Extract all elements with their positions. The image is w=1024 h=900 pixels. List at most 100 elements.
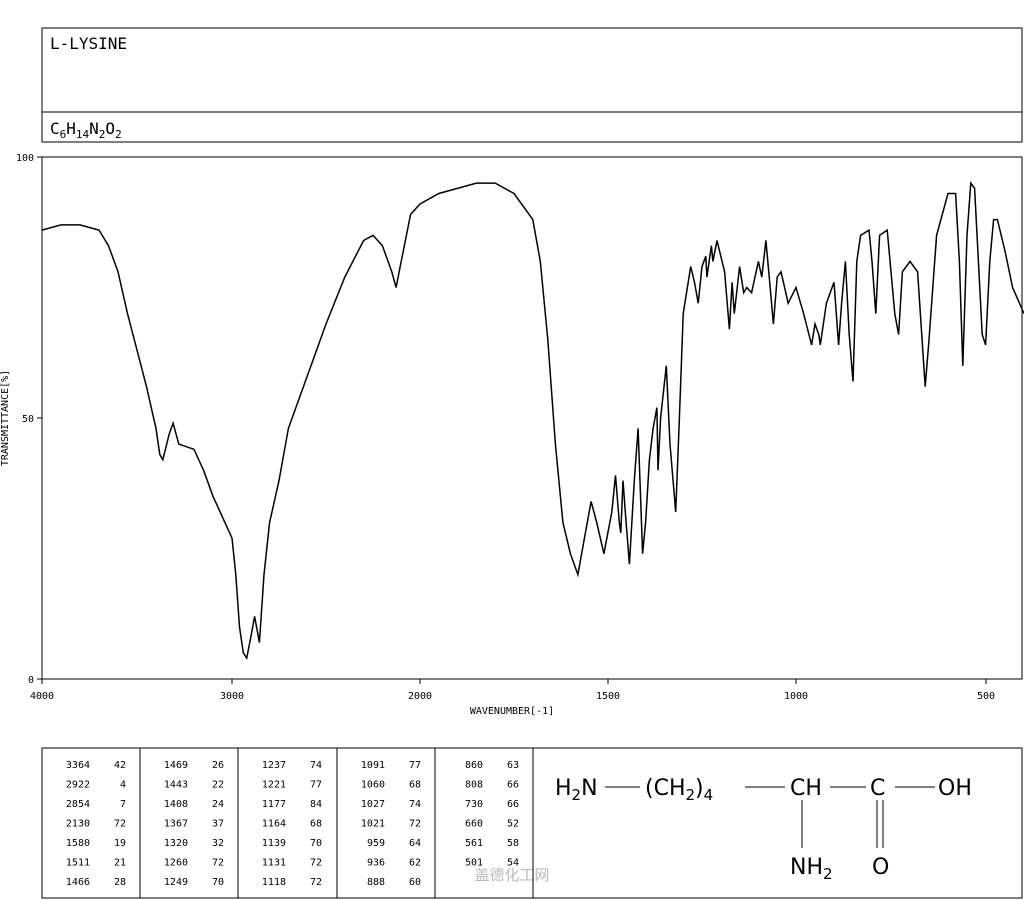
- formula-element: N: [89, 119, 99, 138]
- structure-group: OH: [938, 776, 972, 801]
- peak-transmittance: 66: [507, 780, 519, 791]
- spectrum-line: [41, 181, 1024, 661]
- formula-subscript: 2: [99, 128, 106, 141]
- structure-text: ): [695, 776, 704, 801]
- peak-transmittance: 28: [114, 877, 126, 888]
- structure-text: N: [581, 776, 597, 801]
- peak-transmittance: 42: [114, 760, 126, 771]
- peak-wavenumber: 1408: [164, 799, 188, 810]
- formula-element: O: [105, 119, 115, 138]
- peak-transmittance: 54: [507, 858, 519, 869]
- watermark: 盖德化工网: [474, 866, 549, 884]
- peak-wavenumber: 959: [367, 838, 385, 849]
- peak-wavenumber: 1466: [66, 877, 90, 888]
- peak-transmittance: 74: [310, 760, 322, 771]
- structure-text: OH: [938, 776, 972, 801]
- peak-wavenumber: 808: [465, 780, 483, 791]
- peak-transmittance: 72: [310, 858, 322, 869]
- peak-wavenumber: 3364: [66, 760, 90, 771]
- peak-wavenumber: 2854: [66, 799, 90, 810]
- peak-transmittance: 64: [409, 838, 421, 849]
- y-tick-label: 0: [28, 675, 34, 686]
- peak-wavenumber: 1511: [66, 858, 90, 869]
- peak-wavenumber: 2922: [66, 780, 90, 791]
- peak-transmittance: 21: [114, 858, 126, 869]
- y-axis-label: TRANSMITTANCE[%]: [0, 370, 11, 466]
- peak-transmittance: 52: [507, 819, 519, 830]
- plot-frame: [41, 156, 1023, 680]
- peak-wavenumber: 1249: [164, 877, 188, 888]
- peak-wavenumber: 1139: [262, 838, 286, 849]
- peak-wavenumber: 1237: [262, 760, 286, 771]
- peak-wavenumber: 1164: [262, 819, 286, 830]
- structure-text: H: [555, 776, 572, 801]
- y-tick-label: 100: [16, 153, 34, 164]
- formula-element: H: [66, 119, 76, 138]
- formula-subscript: 6: [60, 128, 67, 141]
- peak-transmittance: 74: [409, 799, 421, 810]
- peak-transmittance: 32: [212, 838, 224, 849]
- peak-wavenumber: 1469: [164, 760, 188, 771]
- structure-text: CH: [790, 776, 822, 801]
- peak-wavenumber: 1131: [262, 858, 286, 869]
- peak-transmittance: 77: [310, 780, 322, 791]
- peak-wavenumber: 1260: [164, 858, 188, 869]
- structure-group: O: [872, 855, 889, 880]
- peak-transmittance: 72: [114, 819, 126, 830]
- peak-transmittance: 37: [212, 819, 224, 830]
- structure-subscript: 4: [704, 786, 714, 804]
- peak-wavenumber: 888: [367, 877, 385, 888]
- peak-transmittance: 22: [212, 780, 224, 791]
- structure-text: C: [870, 776, 885, 801]
- peak-wavenumber: 1177: [262, 799, 286, 810]
- peak-wavenumber: 660: [465, 819, 483, 830]
- peak-transmittance: 68: [310, 819, 322, 830]
- peak-transmittance: 24: [212, 799, 224, 810]
- peak-wavenumber: 1367: [164, 819, 188, 830]
- table-box: [41, 747, 1023, 899]
- formula-subscript: 2: [115, 128, 122, 141]
- peak-transmittance: 72: [212, 858, 224, 869]
- peak-wavenumber: 1091: [361, 760, 385, 771]
- peak-transmittance: 72: [310, 877, 322, 888]
- peak-wavenumber: 936: [367, 858, 385, 869]
- peak-transmittance: 72: [409, 819, 421, 830]
- peak-wavenumber: 860: [465, 760, 483, 771]
- x-tick-label: 3000: [220, 691, 244, 702]
- peak-transmittance: 77: [409, 760, 421, 771]
- peak-transmittance: 58: [507, 838, 519, 849]
- peak-wavenumber: 1443: [164, 780, 188, 791]
- peak-wavenumber: 1580: [66, 838, 90, 849]
- peak-wavenumber: 2130: [66, 819, 90, 830]
- structure-text: NH: [790, 855, 823, 880]
- structure-group: (CH2)4: [645, 776, 713, 804]
- formula: C6H14N2O2: [50, 119, 122, 141]
- x-tick-label: 1500: [596, 691, 620, 702]
- peak-wavenumber: 1027: [361, 799, 385, 810]
- structure-bonds: [605, 786, 935, 848]
- structure-subscript: 2: [572, 786, 582, 804]
- peak-wavenumber: 561: [465, 838, 483, 849]
- structure-subscript: 2: [823, 865, 833, 883]
- structure-group: C: [870, 776, 885, 801]
- structure-group: H2N: [555, 776, 598, 804]
- formula-element: C: [50, 119, 60, 138]
- peak-transmittance: 7: [120, 799, 126, 810]
- peak-transmittance: 70: [310, 838, 322, 849]
- peak-transmittance: 66: [507, 799, 519, 810]
- x-tick-label: 1000: [784, 691, 808, 702]
- peak-transmittance: 19: [114, 838, 126, 849]
- peak-transmittance: 84: [310, 799, 322, 810]
- peak-wavenumber: 1221: [262, 780, 286, 791]
- peak-transmittance: 26: [212, 760, 224, 771]
- structure-subscript: 2: [686, 786, 696, 804]
- peak-transmittance: 70: [212, 877, 224, 888]
- header-box: [41, 27, 1023, 143]
- x-axis-label: WAVENUMBER[-1]: [470, 706, 554, 717]
- peak-wavenumber: 730: [465, 799, 483, 810]
- structure-group: NH2: [790, 855, 833, 883]
- x-tick-label: 500: [977, 691, 995, 702]
- formula-subscript: 14: [76, 128, 90, 141]
- peak-transmittance: 62: [409, 858, 421, 869]
